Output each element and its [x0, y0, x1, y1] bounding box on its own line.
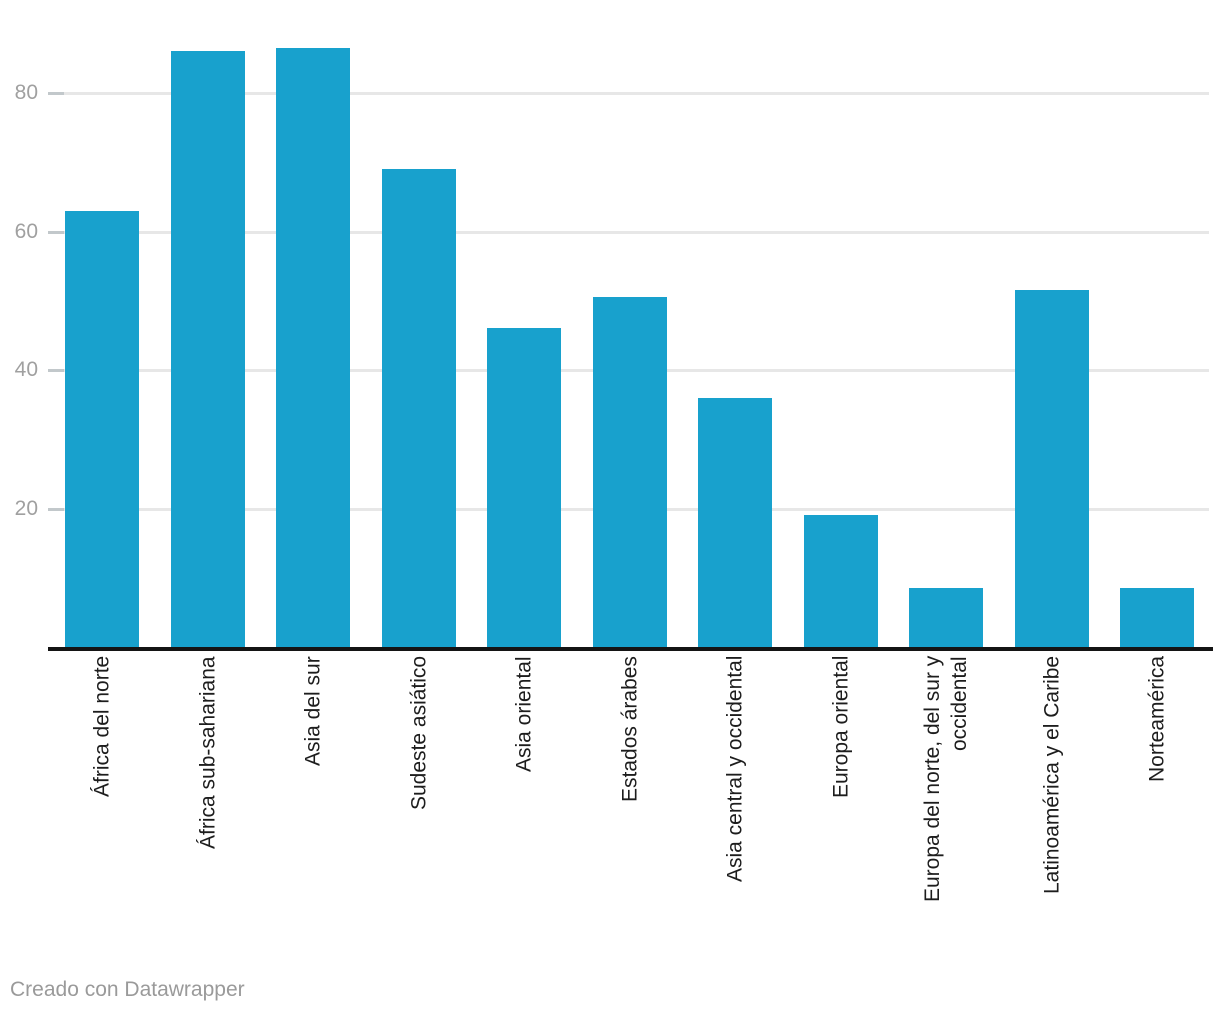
x-axis-label: Latinoamérica y el Caribe [1040, 656, 1064, 895]
x-axis-label: Europa oriental [829, 656, 853, 799]
x-axis-label: Sudeste asiático [407, 656, 431, 811]
bar [909, 588, 983, 647]
bar [698, 398, 772, 647]
bar [171, 51, 245, 647]
gridline [48, 231, 1209, 234]
x-axis-line [48, 647, 1213, 651]
x-axis-label: Asia central y occidental [723, 656, 747, 883]
x-axis-label: Asia del sur [301, 656, 325, 766]
y-tick-label: 60 [14, 220, 38, 243]
y-tick-label: 40 [14, 358, 38, 381]
y-tick-label: 20 [14, 497, 38, 520]
y-axis-tick [48, 508, 64, 511]
bar [593, 297, 667, 647]
x-axis-label: África del norte [90, 656, 114, 798]
bar [1120, 588, 1194, 647]
bar [1015, 290, 1089, 647]
bar [804, 515, 878, 647]
x-axis-label: Asia oriental [512, 656, 536, 772]
y-axis-tick [48, 92, 64, 95]
y-axis-tick [48, 231, 64, 234]
bar [276, 48, 350, 647]
bar [65, 211, 139, 647]
bar [487, 328, 561, 647]
x-axis-label: Estados árabes [618, 656, 642, 802]
x-axis-label: África sub-sahariana [196, 656, 220, 849]
x-axis-label: Europa del norte, del sur y occidental [921, 656, 971, 903]
datawrapper-attribution: Creado con Datawrapper [10, 978, 245, 1001]
gridline [48, 92, 1209, 95]
y-axis-tick [48, 369, 64, 372]
y-tick-label: 80 [14, 81, 38, 104]
bar [382, 169, 456, 647]
x-axis-label: Norteamérica [1145, 656, 1169, 783]
